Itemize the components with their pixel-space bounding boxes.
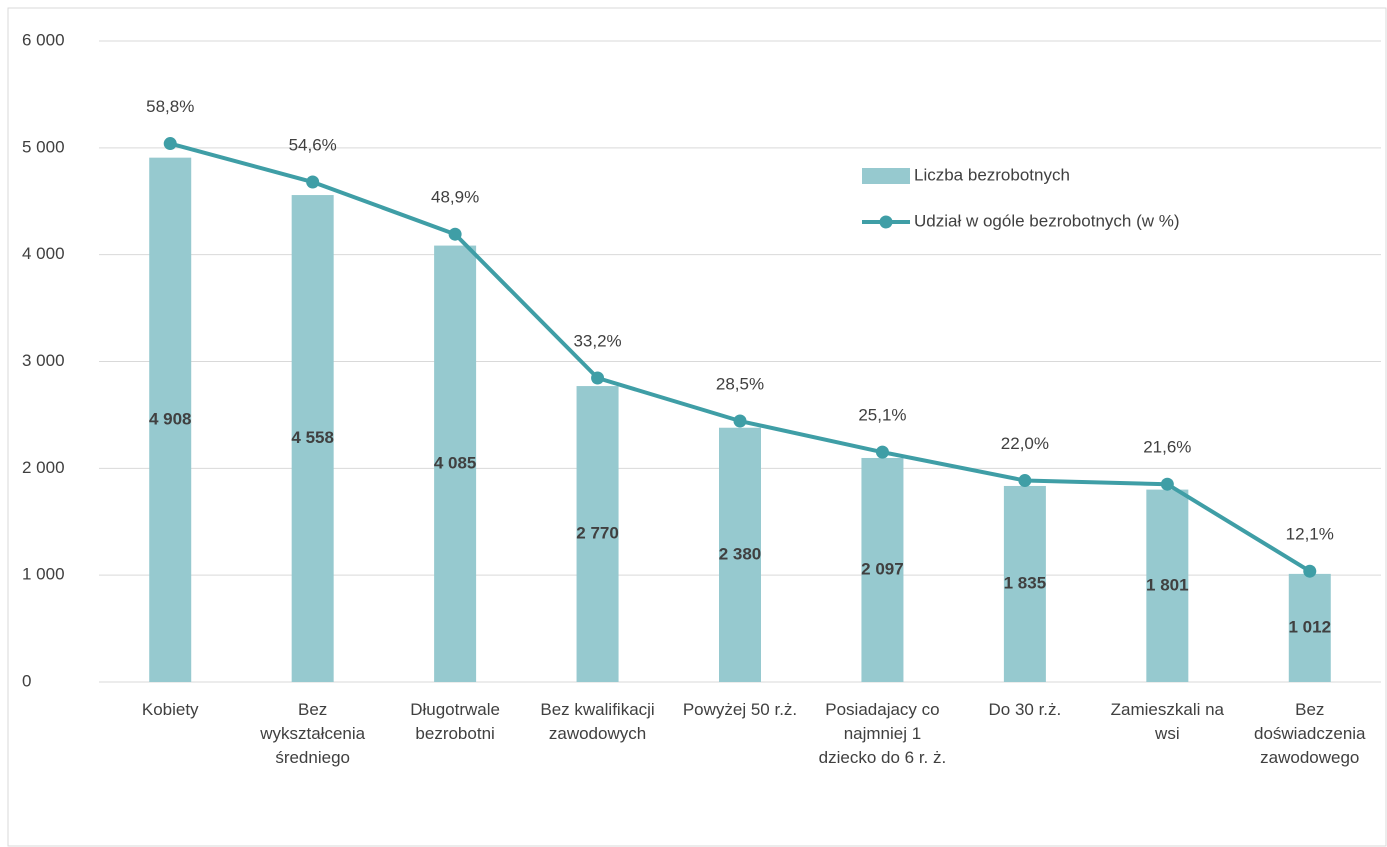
x-tick-label: Długotrwale bezrobotni <box>410 700 500 743</box>
bar <box>149 157 192 683</box>
y-tick-label: 4 000 <box>22 244 65 263</box>
line-marker <box>1160 477 1174 491</box>
line-value-label: 58,8% <box>146 97 194 116</box>
line-marker <box>591 371 605 385</box>
y-tick-label: 3 000 <box>22 351 65 370</box>
x-tick-label: Kobiety <box>141 700 199 719</box>
bar <box>1288 573 1331 682</box>
bar-value-label: 1 835 <box>1004 573 1047 592</box>
x-tick-label: Bez wykształcenia średniego <box>260 700 366 767</box>
line-value-label: 21,6% <box>1143 438 1191 457</box>
legend-label: Liczba bezrobotnych <box>914 165 1070 184</box>
bar-value-label: 4 558 <box>291 428 334 447</box>
bar-value-label: 4 085 <box>434 453 477 472</box>
x-tick-label: Bez kwalifikacji zawodowych <box>540 700 655 743</box>
x-tick-label: Zamieszkali na wsi <box>1110 700 1225 743</box>
bar <box>1146 489 1189 682</box>
bar <box>719 427 761 682</box>
legend-swatch <box>879 215 893 229</box>
bar-value-label: 4 908 <box>149 409 192 428</box>
x-tick-label: Bez doświadczenia zawodowego <box>1254 700 1366 767</box>
y-tick-label: 6 000 <box>22 30 65 49</box>
bar <box>576 386 619 682</box>
line-marker <box>306 175 320 189</box>
line-marker <box>733 414 747 428</box>
bar-value-label: 2 380 <box>719 544 762 563</box>
x-tick-label: Do 30 r.ż. <box>988 700 1062 719</box>
bar <box>1003 485 1046 682</box>
line-marker <box>1018 474 1032 488</box>
legend-label: Udział w ogóle bezrobotnych (w %) <box>914 211 1180 230</box>
line-value-label: 22,0% <box>1001 434 1049 453</box>
x-tick-label: Posiadajacy co najmniej 1 dziecko do 6 r… <box>818 700 947 767</box>
bar-value-label: 1 801 <box>1146 575 1189 594</box>
line-marker <box>163 137 177 151</box>
line-value-label: 28,5% <box>716 375 764 394</box>
line-value-label: 33,2% <box>573 331 621 350</box>
y-tick-label: 1 000 <box>22 565 65 584</box>
x-tick-label: Powyżej 50 r.ż. <box>682 700 798 719</box>
bar <box>861 457 904 682</box>
legend-swatch <box>862 168 910 184</box>
line-value-label: 48,9% <box>431 188 479 207</box>
bar-value-label: 2 097 <box>861 559 904 578</box>
line-value-label: 54,6% <box>289 136 337 155</box>
bar-value-label: 2 770 <box>576 524 619 543</box>
line-marker <box>1303 564 1317 578</box>
line-value-label: 25,1% <box>858 406 906 425</box>
line-marker <box>448 227 462 241</box>
line-marker <box>875 445 889 459</box>
bar-value-label: 1 012 <box>1289 617 1332 636</box>
y-tick-label: 5 000 <box>22 137 65 156</box>
y-tick-label: 0 <box>22 671 31 690</box>
bar <box>434 245 477 683</box>
y-tick-label: 2 000 <box>22 458 65 477</box>
bar <box>291 195 334 683</box>
line-value-label: 12,1% <box>1286 525 1334 544</box>
